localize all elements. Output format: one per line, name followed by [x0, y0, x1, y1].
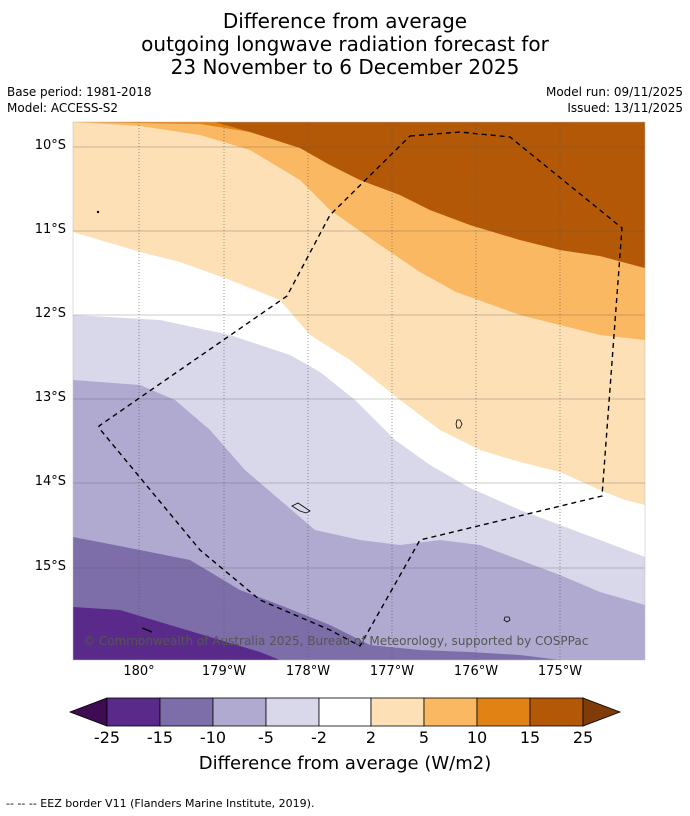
anomaly-fill-layer [73, 122, 645, 660]
lon-label: 179°W [201, 664, 247, 679]
colorbar-tick: 5 [418, 728, 430, 747]
small-dash [141, 627, 153, 633]
lat-label: 11°S [34, 222, 66, 237]
gridlines [73, 122, 645, 660]
colorbar-tick: -2 [311, 728, 327, 747]
colorbar-tick: 25 [572, 728, 594, 747]
colorbar-extend-low [68, 697, 108, 727]
lat-label: 13°S [34, 390, 66, 405]
lon-label: 178°W [285, 664, 331, 679]
colorbar-segment [529, 697, 584, 727]
lon-label: 176°W [453, 664, 499, 679]
colorbar-tick: 2 [365, 728, 377, 747]
lon-label: 180° [123, 664, 155, 679]
colorbar-tick: 10 [466, 728, 488, 747]
base-period: Base period: 1981-2018 [7, 85, 152, 99]
lat-label: 12°S [34, 306, 66, 321]
colorbar-segment [159, 697, 214, 727]
island-outline [96, 210, 100, 214]
colorbar-tick: -25 [93, 728, 121, 747]
colorbar-segment [476, 697, 531, 727]
lat-label: 14°S [34, 474, 66, 489]
title-line-1: Difference from average [222, 9, 468, 33]
island-outline [455, 419, 463, 429]
model-run: Model run: 09/11/2025 [545, 85, 683, 99]
island-outline [503, 616, 511, 623]
copyright-notice: © Commonwealth of Australia 2025, Bureau… [83, 634, 588, 648]
colorbar [68, 697, 622, 727]
map-frame [72, 121, 646, 661]
colorbar-tick: 15 [519, 728, 541, 747]
colorbar-tick: -5 [258, 728, 274, 747]
colorbar-label: Difference from average (W/m2) [198, 753, 492, 774]
model-name: Model: ACCESS-S2 [7, 101, 119, 115]
band-minus15-minus25 [73, 607, 280, 660]
colorbar-segment [212, 697, 267, 727]
eez-border [98, 131, 623, 647]
colorbar-segment [318, 697, 372, 727]
eez-footnote: -- -- -- EEZ border V11 (Flanders Marine… [6, 797, 315, 810]
issued-date: Issued: 13/11/2025 [567, 101, 683, 115]
colorbar-extend-high [582, 697, 622, 727]
title-line-2: outgoing longwave radiation forecast for [141, 32, 549, 56]
lat-label: 15°S [34, 559, 66, 574]
colorbar-segment [423, 697, 478, 727]
lon-label: 175°W [537, 664, 583, 679]
lat-label: 10°S [34, 138, 66, 153]
lon-label: 177°W [369, 664, 415, 679]
colorbar-segment [106, 697, 161, 727]
colorbar-tick: -15 [146, 728, 174, 747]
islands [96, 210, 511, 623]
island-outline [291, 502, 311, 514]
colorbar-tick: -10 [199, 728, 227, 747]
colorbar-segment [370, 697, 425, 727]
colorbar-segment [265, 697, 320, 727]
title-line-3: 23 November to 6 December 2025 [170, 55, 520, 79]
